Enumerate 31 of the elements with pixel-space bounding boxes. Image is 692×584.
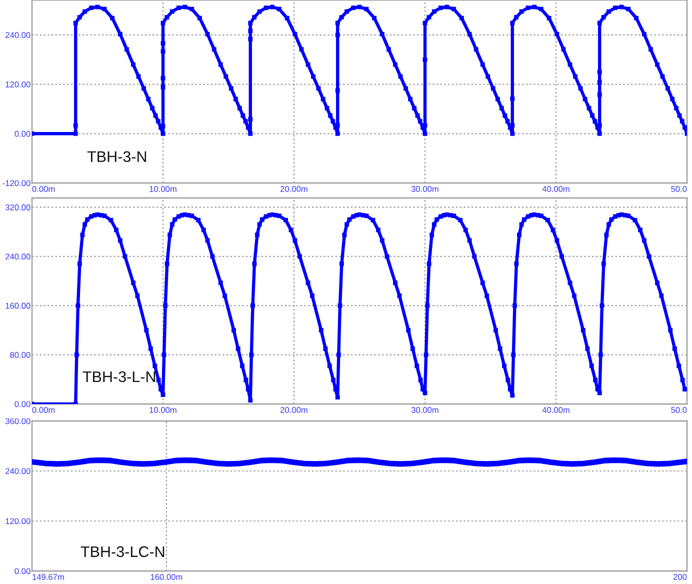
x-tick-label: 160.00m bbox=[150, 574, 182, 580]
x-tick-label: 0.00m bbox=[32, 407, 55, 413]
x-tick-label: 30.00m bbox=[411, 186, 438, 192]
y-tick-label: -120.00 bbox=[2, 180, 30, 186]
y-tick-label: 120.00 bbox=[6, 518, 30, 524]
x-tick-label: 149.67m bbox=[32, 574, 64, 580]
annotation: TBH-3-L-N bbox=[82, 371, 156, 382]
x-tick-label: 20.00m bbox=[280, 407, 308, 413]
y-tick-label: 240.00 bbox=[6, 468, 30, 474]
x-tick-label: 50.0 bbox=[671, 186, 687, 192]
x-tick-label: 0.00m bbox=[32, 186, 55, 192]
y-tick-label: 120.00 bbox=[6, 82, 30, 88]
y-tick-label: 0.00 bbox=[14, 130, 30, 137]
y-tick-label: 80.00 bbox=[10, 352, 30, 358]
x-tick-label: 10.00m bbox=[150, 186, 176, 192]
x-tick-label: 30.00m bbox=[411, 407, 438, 413]
y-tick-label: 240.00 bbox=[6, 32, 30, 38]
x-tick-label: 20.00m bbox=[280, 186, 308, 192]
y-tick-label: 0.00 bbox=[14, 568, 30, 574]
y-tick-label: 160.00 bbox=[6, 302, 30, 309]
x-tick-label: 200 bbox=[674, 574, 687, 580]
y-tick-label: 360.00 bbox=[5, 418, 30, 424]
annotation: TBH-3-N bbox=[87, 151, 146, 162]
x-tick-label: 10.00m bbox=[150, 407, 176, 413]
x-tick-label: 50.0 bbox=[671, 407, 687, 413]
y-tick-label: 0.00 bbox=[14, 401, 30, 408]
annotation: TBH-3-LC-N bbox=[80, 546, 164, 558]
x-tick-label: 40.00m bbox=[542, 407, 570, 413]
x-tick-label: 40.00m bbox=[542, 186, 570, 192]
y-tick-label: 320.00 bbox=[5, 204, 30, 210]
y-tick-label: 240.00 bbox=[6, 254, 30, 260]
